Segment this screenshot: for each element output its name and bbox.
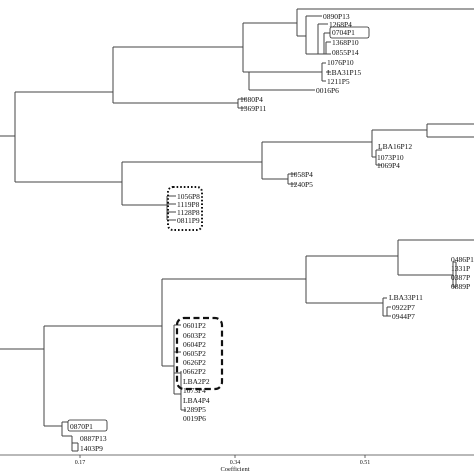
leaf-label: 0890P13 [323,12,350,21]
leaf-label: 0870P1 [70,422,93,431]
leaf-label: 1056P8 [177,192,200,201]
leaf-label: 0016P6 [316,86,339,95]
leaf-label: LBA2P2 [183,377,210,386]
axis-title: Coefficient [220,466,249,473]
upper-cluster-branches [0,8,474,221]
leaf-label: 0603P2 [183,331,206,340]
leaf-label: 0855P14 [332,48,359,57]
leaf-label: LBA31P15 [327,68,361,77]
leaf-label: 0604P2 [183,340,206,349]
leaf-label: 0922P7 [392,303,415,312]
leaf-label: LBA33P11 [389,293,423,302]
leaf-label: 1058P4 [290,170,313,179]
leaf-label: 1080P4 [240,95,263,104]
leaf-label: 0626P2 [183,358,206,367]
axis-tick-label: 0.17 [75,460,86,466]
leaf-label: 1069P4 [377,161,400,170]
leaf-label: 0944P7 [392,312,415,321]
upper-leaf-labels: 0890P13 1268P4 0704P1 1368P10 0855P14 10… [177,12,412,225]
lower-leaf-labels: 0486P1 1331P 0387P 0889P LBA33P11 0922P7… [70,255,474,453]
leaf-label: 1403P9 [80,444,103,453]
highlight-box-0870P1 [67,419,108,432]
leaf-label: 1268P4 [329,20,352,29]
axis-tick-label: 0.34 [230,460,241,466]
lower-cluster-branches [0,239,474,452]
leaf-label: 0601P2 [183,321,206,330]
dashed-cluster-box [175,316,224,391]
dotted-cluster-box [167,186,203,231]
leaf-label: 0387P [451,273,470,282]
leaf-label: 1331P [451,264,470,273]
leaf-label: 0019P6 [183,414,206,423]
leaf-label: 0605P2 [183,349,206,358]
leaf-label: 1128P8 [177,208,200,217]
leaf-label: 0889P [451,282,470,291]
leaf-label: 0811P9 [177,216,200,225]
leaf-label: 1211P5 [327,77,350,86]
leaf-label: 1289P5 [183,405,206,414]
leaf-label: 1368P10 [332,38,359,47]
leaf-label: 0662P2 [183,367,206,376]
axis-tick-label: 0.51 [360,460,371,466]
leaf-label: 1073P4 [183,386,206,395]
coefficient-axis: 0.17 0.34 0.51 Coefficient [0,454,474,473]
leaf-label: 1240P5 [290,180,313,189]
leaf-label: 1073P10 [377,153,404,162]
leaf-label: 0704P1 [332,28,355,37]
leaf-label: 0887P13 [80,434,107,443]
leaf-label: 1119P8 [177,200,200,209]
highlight-box-0704P1 [329,26,370,39]
leaf-label: 1369P11 [240,104,267,113]
leaf-label: LBA16P12 [378,142,412,151]
leaf-label: 0486P1 [451,255,474,264]
leaf-label: 1076P10 [327,58,354,67]
leaf-label: LBA4P4 [183,396,210,405]
